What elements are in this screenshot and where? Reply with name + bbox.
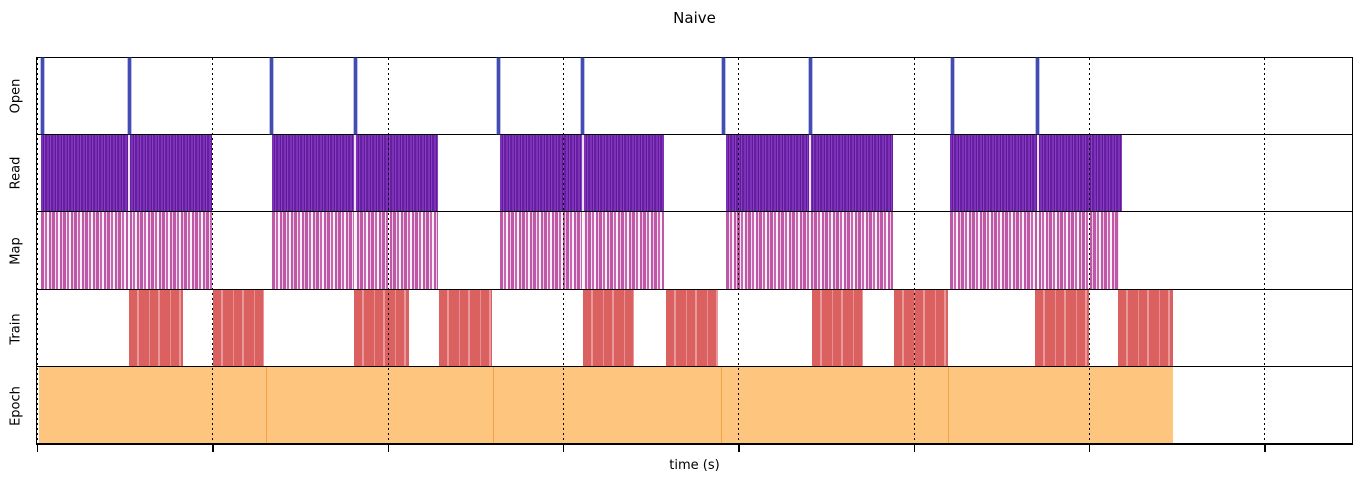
track-epoch	[37, 366, 1352, 444]
x-axis-label: time (s)	[669, 458, 720, 473]
train-interval	[213, 289, 265, 366]
gridline	[563, 58, 564, 444]
track-open	[37, 58, 1352, 136]
interval-gap	[1036, 135, 1039, 212]
train-interval	[1035, 289, 1089, 366]
train-interval	[439, 289, 492, 366]
open-event-line	[581, 58, 585, 135]
epoch-interval	[493, 366, 721, 443]
interval-gap	[354, 135, 357, 212]
train-interval	[1117, 289, 1174, 366]
train-interval	[353, 289, 410, 366]
gridline	[37, 58, 38, 444]
interval-gap	[1036, 212, 1039, 289]
read-interval	[40, 135, 212, 212]
chart-title: Naive	[673, 9, 716, 27]
x-axis-tick	[37, 445, 39, 452]
plot-area	[36, 57, 1353, 452]
read-interval	[949, 135, 1122, 212]
train-interval	[129, 289, 183, 366]
y-axis-label-open: Open	[8, 78, 24, 114]
train-interval	[811, 289, 863, 366]
track-train	[37, 289, 1352, 367]
open-event-line	[497, 58, 501, 135]
gridline	[738, 58, 740, 444]
interval-gap	[581, 212, 584, 289]
y-axis-labels: Open Read Map Train Epoch	[0, 57, 36, 445]
interval-gap	[354, 212, 357, 289]
interval-gap	[581, 135, 584, 212]
x-axis-tick	[212, 445, 214, 452]
gridline	[1264, 58, 1266, 444]
train-interval	[665, 289, 719, 366]
open-event-line	[950, 58, 954, 135]
interval-gap	[809, 135, 812, 212]
open-event-line	[269, 58, 273, 135]
train-interval	[894, 289, 949, 366]
open-event-line	[721, 58, 725, 135]
open-event-line	[127, 58, 131, 135]
x-axis-tick	[1089, 445, 1091, 452]
x-axis-tick	[563, 445, 565, 452]
interval-gap	[809, 212, 812, 289]
map-interval	[40, 212, 212, 289]
open-event-line	[808, 58, 812, 135]
interval-gap	[128, 135, 131, 212]
epoch-interval	[38, 366, 266, 443]
map-interval	[949, 212, 1120, 289]
gridline	[387, 58, 389, 444]
x-axis-tick	[738, 445, 740, 452]
epoch-interval	[265, 366, 494, 443]
y-axis-label-epoch: Epoch	[8, 386, 24, 427]
open-event-line	[353, 58, 357, 135]
interval-gap	[128, 212, 131, 289]
gridline	[913, 58, 915, 444]
x-axis-tick	[1264, 445, 1266, 452]
x-axis-tick	[913, 445, 916, 452]
y-axis-label-map: Map	[8, 237, 24, 265]
gridline	[1089, 58, 1090, 444]
open-event-line	[1036, 58, 1040, 135]
track-read	[37, 135, 1352, 213]
train-interval	[582, 289, 634, 366]
y-axis-label-train: Train	[8, 312, 24, 345]
y-axis-label-read: Read	[8, 157, 24, 190]
open-event-line	[40, 58, 44, 135]
track-map	[37, 212, 1352, 290]
gridline	[212, 58, 214, 444]
epoch-interval	[948, 366, 1174, 443]
x-axis-tick	[387, 445, 390, 452]
epoch-interval	[720, 366, 949, 443]
